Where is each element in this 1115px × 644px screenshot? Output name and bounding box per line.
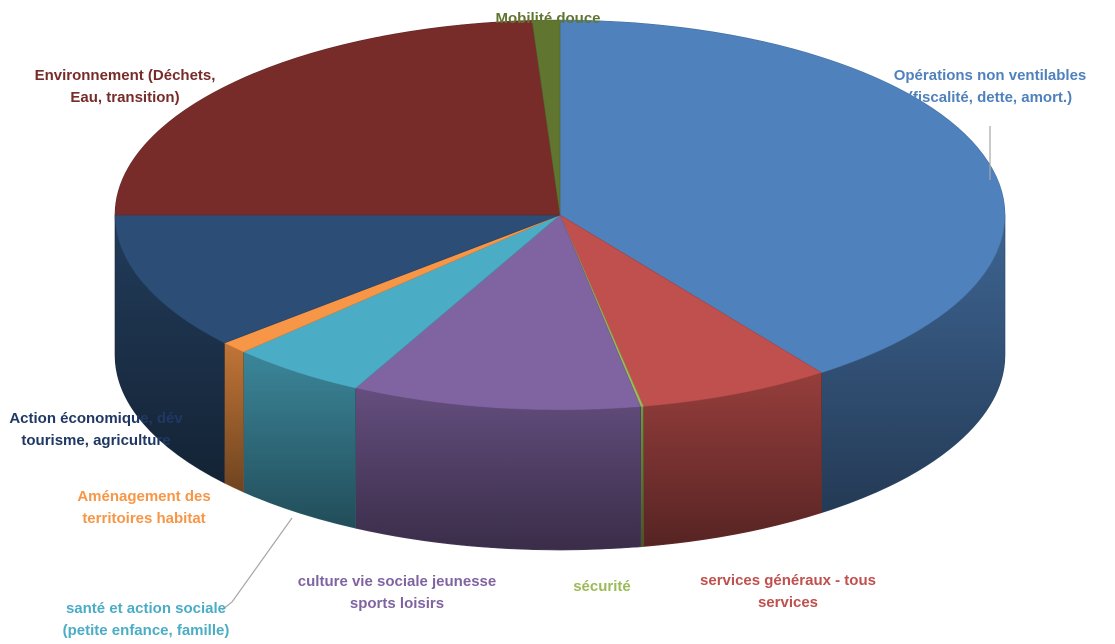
slice-label-operations-non-ventilables-fiscalite-dette-amort: Opérations non ventilables (fiscalité, de… [894, 67, 1087, 106]
slice-labels: Opérations non ventilables (fiscalité, de… [9, 10, 1086, 639]
slice-label-culture-vie-sociale-jeunesse-sports-loisirs: culture vie sociale jeunesse sports loisi… [298, 573, 496, 612]
slice-label-mobilite-douce: Mobilité douce [496, 10, 601, 27]
leader-line-sante-et-action-sociale-petite-enfance-famille [221, 517, 293, 611]
slice-label-amenagement-des-territoires-habitat: Aménagement des territoires habitat [77, 488, 210, 527]
slice-label-environnement-dechets-eau-transition: Environnement (Déchets, Eau, transition) [35, 67, 216, 106]
slice-action-economique-dev-tourisme-agriculture [114, 214, 561, 344]
slice-side-securite [640, 406, 644, 548]
slice-label-securite: sécurité [573, 578, 631, 595]
slice-operations-non-ventilables-fiscalite-dette-amort [559, 19, 1006, 374]
slice-environnement-dechets-eau-transition [114, 20, 561, 216]
leader-lines [221, 126, 991, 611]
slice-label-services-generaux-tous-services: services généraux - tous services [700, 572, 876, 611]
slice-culture-vie-sociale-jeunesse-sports-loisirs [354, 214, 642, 411]
slice-label-sante-et-action-sociale-petite-enfance-famille: santé et action sociale (petite enfance, … [63, 600, 230, 639]
pie-sides [114, 214, 1006, 551]
slice-mobilite-douce [531, 19, 561, 216]
slice-label-action-economique-dev-tourisme-agriculture: Action économique, dév tourisme, agricult… [9, 410, 183, 449]
slice-services-generaux-tous-services [559, 214, 823, 407]
slice-side-culture-vie-sociale-jeunesse-sports-loisirs [355, 387, 641, 551]
pie-tops [114, 19, 1006, 411]
slice-side-amenagement-des-territoires-habitat [224, 342, 244, 493]
